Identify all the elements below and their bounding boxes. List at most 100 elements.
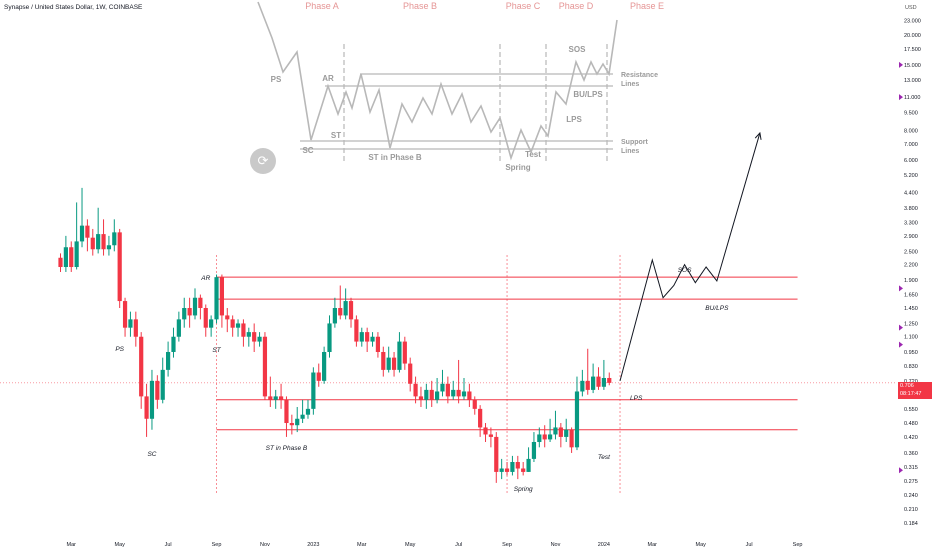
candle-body [155,380,160,400]
price-tick: 9.500 [904,110,918,116]
price-tick: 15.000 [904,63,921,69]
annotation-label: ST [212,347,221,354]
candle-body [252,332,257,342]
candle-body [483,427,488,435]
candle-body [316,372,321,381]
candle-body [547,434,553,440]
time-tick: Sep [502,542,512,548]
candle-body [198,297,203,308]
schematic-label: ST in Phase B [368,153,422,162]
price-tick: 0.360 [904,451,918,457]
candle-body [112,232,117,246]
camera-rotate-icon[interactable]: ⟳ [250,148,276,174]
candle-body [445,383,450,397]
candle-body [338,307,343,316]
candle-body [343,301,348,316]
candle-body [564,429,569,437]
candle-body [262,336,268,397]
price-tick: 3.800 [904,206,918,212]
candle-body [526,458,531,472]
alert-marker [899,285,903,292]
schematic-label: PS [271,75,282,84]
level-lines [0,255,895,494]
candle-body [322,351,327,381]
annotation-label: SOS [678,267,692,274]
candle-body [295,418,300,426]
annotation-label: AR [200,275,210,282]
candle-body [585,380,590,390]
candle-body [289,423,294,426]
candle-body [203,307,208,328]
price-tick: 0.240 [904,493,918,499]
candle-body [488,434,493,437]
candle-body [440,383,445,392]
price-tick: 0.210 [904,507,918,513]
price-tick: 2.900 [904,234,918,240]
wyckoff-schematic: Phase A Phase B Phase C Phase D Phase E PS SC A… [257,1,664,172]
price-tick: 0.420 [904,435,918,441]
candle-body [171,336,176,352]
time-tick: Sep [793,542,803,548]
candle-body [515,462,520,469]
candle-body [456,389,461,397]
schematic-label: BU/LPS [573,90,603,99]
time-tick: 2023 [307,542,319,548]
time-tick: May [696,542,707,548]
candle-body [574,391,580,448]
schematic-label: Resistance Lines [621,72,658,88]
projection-path [619,131,762,381]
candle-body [386,357,391,370]
schematic-phase-label: Phase D [559,1,594,11]
candle-body [408,363,413,384]
schematic-label: ST [331,131,341,140]
candle-body [305,408,311,415]
time-tick: Mar [648,542,658,548]
time-tick: 2024 [598,542,610,548]
schematic-phase-label: Phase E [630,1,664,11]
annotation-label: ST in Phase B [266,445,308,452]
time-tick: Jul [455,542,462,548]
candle-body [257,336,262,342]
candle-body [235,323,241,328]
candle-series [58,187,612,483]
price-axis[interactable]: 23.000 20.000 17.500 15.000 13.000 11.000 9.50… [899,18,921,527]
schematic-label: Spring [505,163,530,172]
candle-body [542,434,547,440]
candle-body [596,376,601,387]
schematic-label: Support Lines [621,139,648,155]
time-tick: Mar [357,542,367,548]
candle-body [187,307,192,316]
price-tick: 0.950 [904,350,918,356]
candle-body [133,319,138,337]
price-tick: 0.720 [904,379,918,385]
time-axis[interactable]: Mar May Jul Sep Nov 2023 Mar May Jul Sep Nov 2024 Ma… [67,542,803,548]
countdown-timer: 08:17:47 [900,391,922,397]
candle-body [106,245,112,250]
price-tick: 5.200 [904,173,918,179]
candle-body [117,232,122,302]
candle-body [192,297,198,316]
candle-body [601,377,606,387]
candle-body [246,332,251,337]
candle-body [139,336,144,397]
candle-body [85,225,90,238]
alert-marker [899,94,903,101]
schematic-phase-label: Phase C [506,1,541,11]
candle-body [531,441,537,459]
candle-body [79,225,85,242]
candle-body [429,389,434,400]
schematic-label: AR [322,74,334,83]
candle-body [494,436,499,472]
schematic-price-path [257,1,618,161]
candle-body [537,434,542,442]
annotation-label: Spring [514,486,533,493]
candle-body [300,414,305,419]
candle-body [375,336,381,352]
candle-body [553,427,558,435]
candle-body [214,277,219,320]
price-tick: 3.300 [904,220,918,226]
candle-body [225,315,230,320]
price-tick: 0.315 [904,465,918,471]
price-tick: 11.000 [904,95,920,101]
